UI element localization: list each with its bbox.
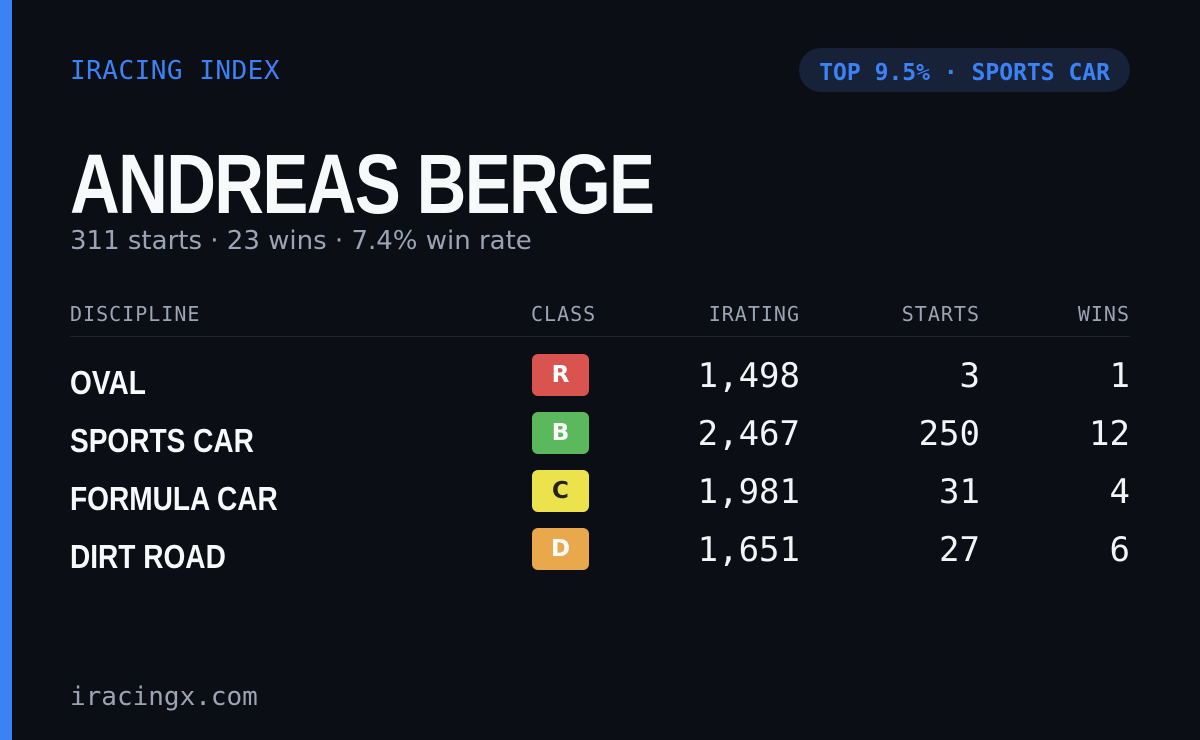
discipline: DIRT ROAD: [70, 538, 226, 575]
driver-name: ANDREAS BERGE: [70, 137, 655, 231]
class-badge: R: [532, 354, 589, 396]
wins: 4: [1109, 472, 1130, 512]
class-badge: C: [532, 470, 589, 512]
starts: 27: [939, 530, 980, 570]
column-header: WINS: [1077, 302, 1130, 326]
starts: 3: [959, 356, 980, 396]
wins: 12: [1089, 414, 1130, 454]
brand: IRACING INDEX: [70, 56, 280, 86]
column-header: DISCIPLINE: [70, 302, 201, 326]
irating: 2,467: [697, 414, 800, 454]
irating: 1,981: [697, 472, 800, 512]
column-header: IRATING: [708, 302, 800, 326]
class-badge: D: [532, 528, 589, 570]
wins: 1: [1109, 356, 1130, 396]
discipline: OVAL: [70, 364, 146, 401]
discipline: FORMULA CAR: [70, 480, 278, 517]
footer: iracingx.com: [70, 682, 258, 712]
accent-stripe: [0, 0, 12, 740]
rank-badge: TOP 9.5% · SPORTS CAR: [799, 48, 1130, 92]
wins: 6: [1109, 530, 1130, 570]
column-header: STARTS: [901, 302, 980, 326]
starts: 250: [918, 414, 980, 454]
irating: 1,498: [697, 356, 800, 396]
divider: [70, 336, 1130, 337]
class-badge: B: [532, 412, 589, 454]
summary: 311 starts · 23 wins · 7.4% win rate: [70, 226, 532, 256]
column-header: CLASS: [531, 302, 597, 326]
discipline: SPORTS CAR: [70, 422, 254, 459]
irating: 1,651: [697, 530, 800, 570]
starts: 31: [939, 472, 980, 512]
